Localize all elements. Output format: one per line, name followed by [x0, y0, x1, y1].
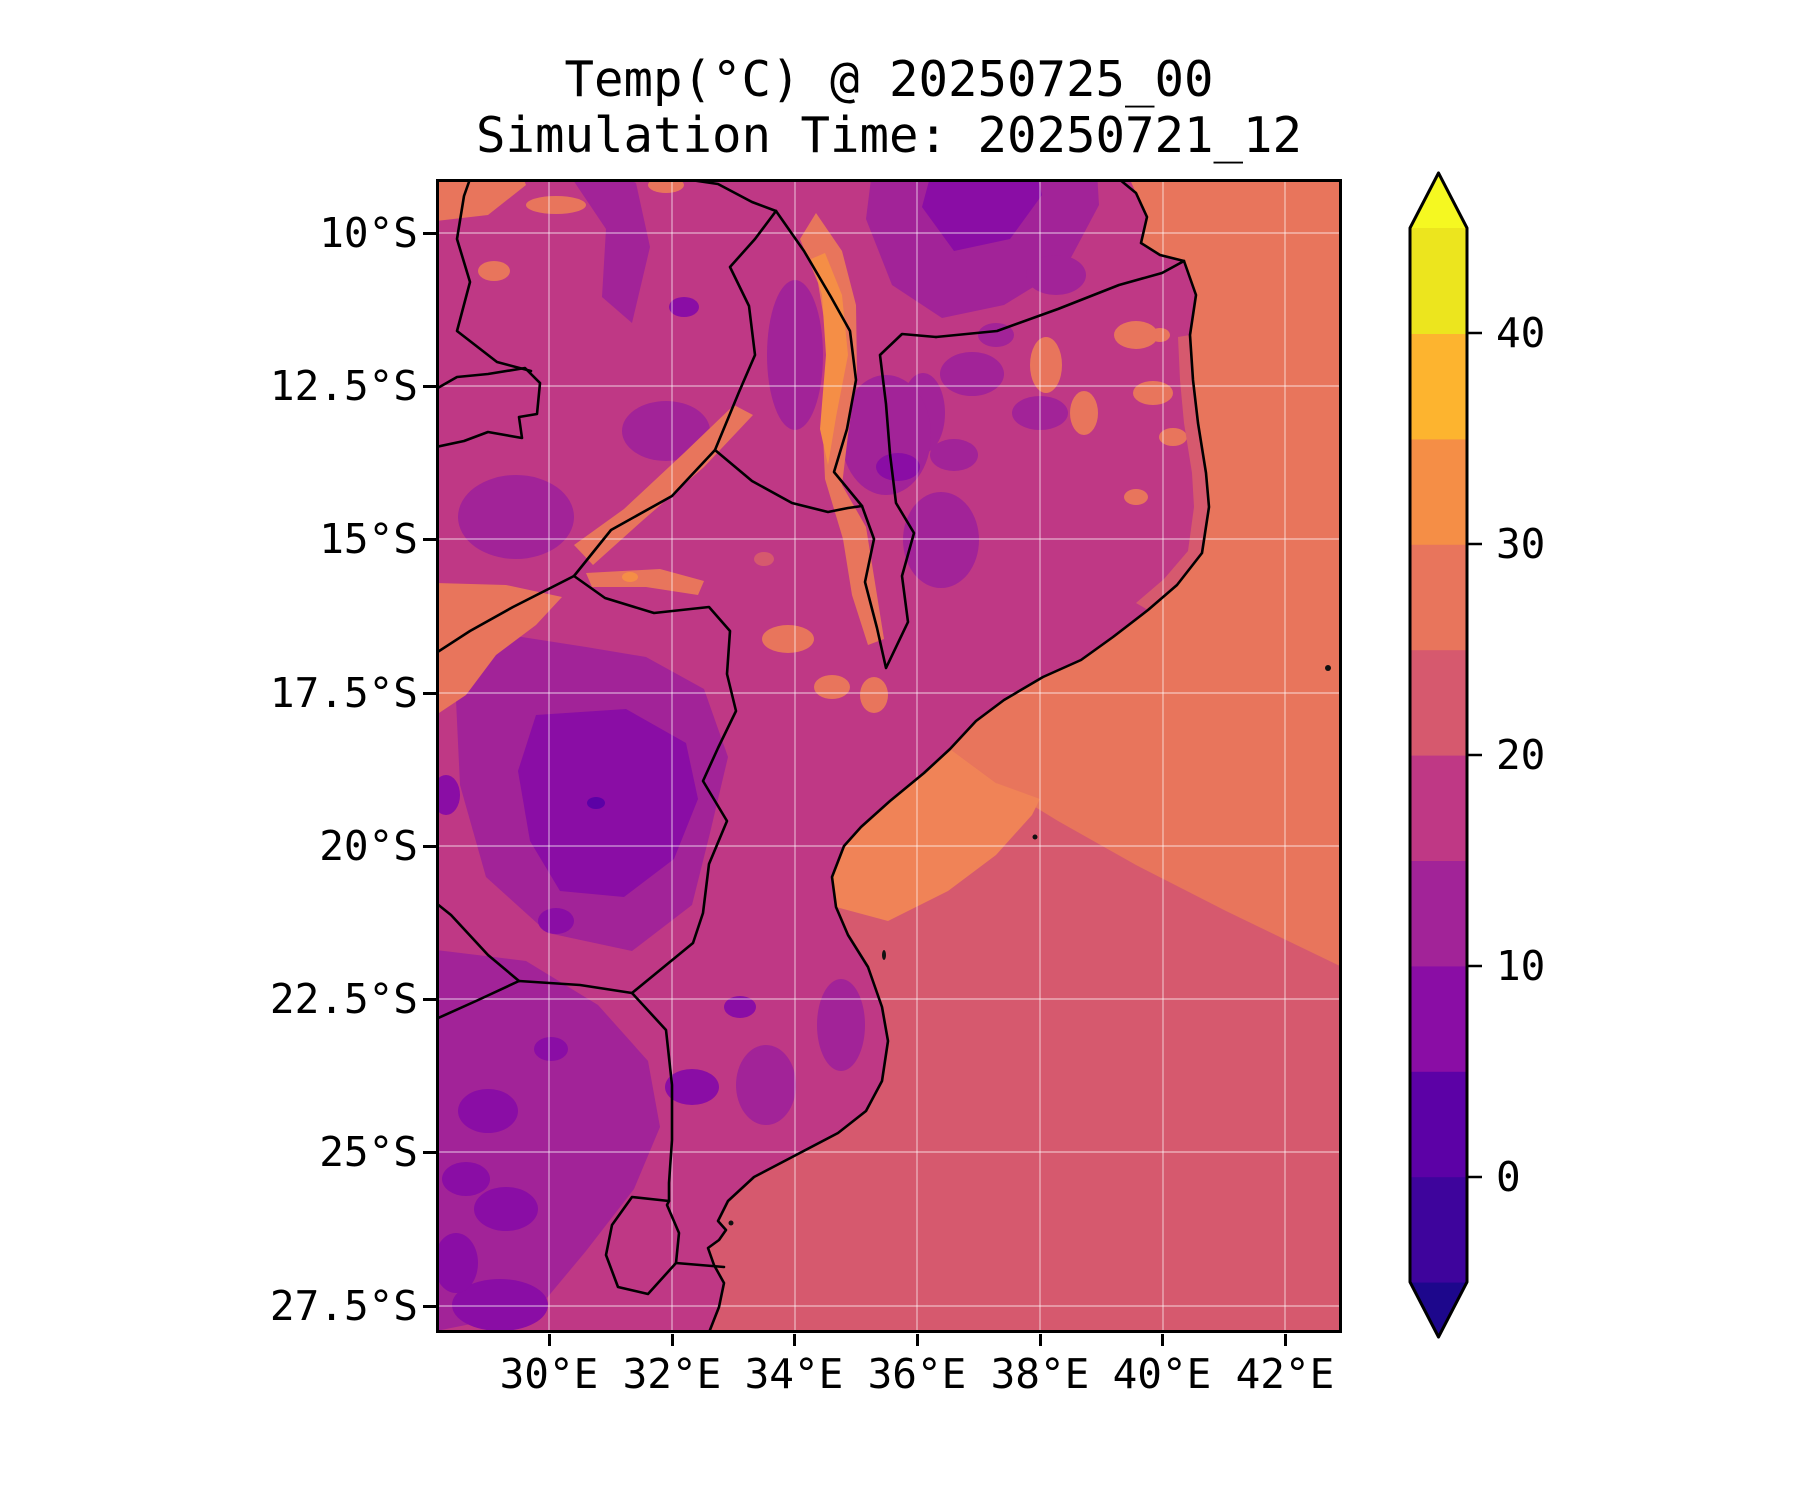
- graticule-gridlines: [436, 179, 1342, 1333]
- colorbar-band-20-25c: [1410, 649, 1467, 756]
- border-tanzania-mozambique-ruvuma: [934, 259, 1186, 339]
- figure-title: Temp(°C) @ 20250725_00: [564, 51, 1214, 108]
- y-tick-label: 10°S: [319, 209, 418, 257]
- land-band-5-10c: [436, 179, 1042, 1331]
- y-tick-mark: [423, 1305, 436, 1308]
- small-island: [1325, 665, 1331, 671]
- ocean: [708, 179, 1342, 1333]
- y-tick-label: 15°S: [319, 515, 418, 563]
- coastline: [706, 179, 1211, 1333]
- x-tick-label: 34°E: [744, 1350, 844, 1398]
- x-tick-label: 30°E: [499, 1350, 599, 1398]
- colorbar-band-5-10c: [1410, 965, 1467, 1072]
- colorbar-band-30-35c: [1410, 438, 1467, 545]
- border-drc-zambia: [455, 179, 533, 373]
- colorbar-band-40-45c: [1410, 228, 1467, 334]
- small-island: [1032, 834, 1038, 840]
- border-eswatini: [604, 1195, 681, 1296]
- x-tick-mark: [916, 1334, 919, 1346]
- colorbar-tick-label: 20: [1496, 731, 1546, 779]
- land-band-20-25c: [754, 335, 1209, 610]
- colorbar-band-25-30c: [1410, 544, 1467, 651]
- y-tick-label: 22.5°S: [269, 975, 418, 1023]
- colorbar-under-arrow: [1410, 1282, 1467, 1337]
- figure-subtitle: Simulation Time: 20250721_12: [475, 107, 1302, 164]
- x-tick-mark: [548, 1334, 551, 1346]
- y-tick-mark: [423, 385, 436, 388]
- colorbar-outline: [1408, 171, 1469, 1339]
- land-band-0-5c: [587, 797, 605, 809]
- colorbar-band-15-20c: [1410, 755, 1467, 861]
- y-tick-mark: [423, 845, 436, 848]
- x-tick-mark: [793, 1334, 796, 1346]
- border-congo-pedicle: [436, 366, 542, 449]
- x-tick-mark: [1161, 1334, 1164, 1346]
- border-zambia-mozambique: [572, 448, 717, 578]
- country-borders: [436, 179, 1211, 1333]
- x-tick-label: 40°E: [1112, 1350, 1212, 1398]
- colorbar-tick-marks: [1467, 331, 1482, 1179]
- colorbar-band--5-0c: [1410, 1176, 1467, 1283]
- temperature-map: [436, 179, 1342, 1333]
- colorbar-band-10-15c: [1410, 860, 1467, 967]
- x-tick-mark: [1284, 1334, 1287, 1346]
- x-tick-mark: [671, 1334, 674, 1346]
- y-tick-label: 17.5°S: [269, 669, 418, 717]
- y-tick-label: 20°S: [319, 822, 418, 870]
- border-zimbabwe-mozambique: [572, 574, 738, 995]
- colorbar-svg: [1408, 171, 1482, 1339]
- border-zimbabwe-botswana: [436, 901, 521, 983]
- hot-valley-band-30-35c: [622, 253, 848, 582]
- y-tick-label: 27.5°S: [269, 1282, 418, 1330]
- x-tick-label: 32°E: [622, 1350, 722, 1398]
- x-tick-label: 38°E: [990, 1350, 1090, 1398]
- small-island: [882, 950, 886, 960]
- colorbar-bands: [1410, 228, 1467, 1283]
- colorbar-tick-label: 0: [1496, 1153, 1521, 1201]
- border-malawi-west: [713, 209, 864, 514]
- y-tick-mark: [423, 538, 436, 541]
- colorbar-over-arrow: [1410, 173, 1467, 228]
- border-mozambique-south-africa: [630, 991, 674, 1203]
- x-tick-label: 42°E: [1235, 1350, 1335, 1398]
- x-tick-label: 36°E: [867, 1350, 967, 1398]
- colorbar-tick-label: 40: [1496, 309, 1546, 357]
- colorbar-tick-label: 10: [1496, 942, 1546, 990]
- small-island: [728, 1220, 734, 1226]
- colorbar-band-0-5c: [1410, 1071, 1467, 1178]
- map-panel: [436, 179, 1342, 1333]
- y-tick-mark: [423, 692, 436, 695]
- land-band-10-15c: [436, 179, 1099, 1331]
- y-tick-mark: [423, 998, 436, 1001]
- y-tick-label: 25°S: [319, 1128, 418, 1176]
- warm-coastal-wedge: [832, 749, 1040, 921]
- colorbar-tick-label: 30: [1496, 520, 1546, 568]
- border-malawi-east: [774, 209, 938, 670]
- border-zambia-zimbabwe: [436, 574, 576, 655]
- y-tick-mark: [423, 232, 436, 235]
- y-tick-mark: [423, 1151, 436, 1154]
- colorbar: [1402, 165, 1582, 1355]
- axes-frame: [436, 179, 1342, 1333]
- colorbar-band-35-40c: [1410, 333, 1467, 440]
- x-tick-mark: [1039, 1334, 1042, 1346]
- y-tick-label: 12.5°S: [269, 362, 418, 410]
